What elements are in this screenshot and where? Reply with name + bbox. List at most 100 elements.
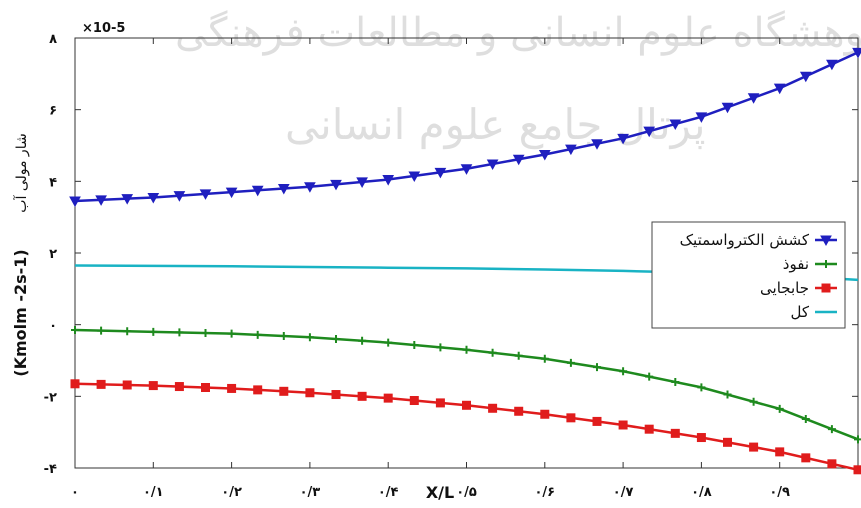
x-tick-label: ۰ <box>71 485 79 500</box>
x-tick-label: ۰/۴ <box>378 485 399 500</box>
data-point <box>514 406 524 416</box>
data-point <box>566 413 576 423</box>
x-tick-label: ۰/۸ <box>691 485 712 500</box>
series-triangle-down <box>69 47 861 208</box>
data-point <box>566 358 575 367</box>
y-axis-label-unit: (Kmolm -2s-1) <box>11 249 30 376</box>
data-point <box>723 390 732 399</box>
data-point <box>822 260 830 268</box>
axis-ticks <box>74 37 858 469</box>
data-point <box>70 379 80 389</box>
data-point <box>821 283 831 293</box>
data-point <box>486 159 499 171</box>
data-point <box>279 386 289 396</box>
data-point <box>618 420 628 430</box>
legend-label: جابجایی <box>760 279 809 297</box>
legend-entry: جابجایی <box>760 279 837 297</box>
series-line <box>74 51 859 203</box>
y-tick-label: ۸ <box>49 32 57 47</box>
data-point <box>279 332 288 341</box>
data-point <box>436 343 445 352</box>
data-point <box>827 425 836 434</box>
data-point <box>512 154 525 166</box>
data-point <box>826 59 838 71</box>
data-point <box>749 442 759 452</box>
data-point <box>95 195 107 206</box>
data-point <box>593 363 601 372</box>
y-axis-multiplier: ×10-5 <box>82 21 125 36</box>
data-point <box>538 149 551 161</box>
data-point <box>434 167 447 179</box>
data-point <box>645 372 654 381</box>
data-point <box>669 119 682 131</box>
data-point <box>408 171 421 182</box>
data-point <box>460 164 473 175</box>
y-axis-label: شار مولی آب (Kmolm -2s-1) <box>11 133 30 376</box>
data-point <box>71 326 79 335</box>
x-tick-label: ۰/۶ <box>534 485 555 500</box>
data-point <box>488 403 498 413</box>
data-point <box>514 351 523 360</box>
data-point <box>277 184 290 195</box>
watermark-line-2: پرتال جامع علوم انسانی <box>285 100 706 149</box>
data-point <box>619 367 628 376</box>
data-point <box>697 383 706 392</box>
data-point <box>591 139 603 150</box>
legend-entry: کشش الکترواسمتیک <box>680 231 837 249</box>
data-point <box>123 327 132 336</box>
data-point <box>854 435 861 444</box>
data-point <box>801 453 811 463</box>
x-tick-label: ۰/۲ <box>221 485 242 500</box>
data-point <box>199 189 212 200</box>
data-point <box>617 133 629 145</box>
data-point <box>820 235 832 247</box>
data-point <box>721 102 734 114</box>
data-point <box>253 330 262 339</box>
data-point <box>409 396 419 406</box>
y-tick-label: ۶ <box>49 104 57 119</box>
data-point <box>643 126 656 138</box>
y-tick-label: -۴ <box>44 462 57 477</box>
x-axis-label: X/L <box>426 483 454 502</box>
data-point <box>304 182 316 193</box>
data-point <box>174 382 184 392</box>
legend-label: نفوذ <box>783 255 809 273</box>
data-point <box>69 196 81 208</box>
data-point <box>773 83 786 95</box>
x-tick-label: ۰/۹ <box>769 485 790 500</box>
data-point <box>201 382 210 392</box>
data-point <box>148 381 158 391</box>
data-point <box>775 447 785 457</box>
data-point <box>147 192 160 204</box>
data-point <box>723 437 732 447</box>
legend-label: کل <box>790 303 809 321</box>
data-point <box>332 335 340 343</box>
data-point <box>853 465 861 475</box>
data-point <box>330 179 342 191</box>
data-point <box>331 390 341 400</box>
data-point <box>305 388 315 398</box>
data-point <box>253 385 263 395</box>
data-point <box>670 428 680 438</box>
legend: کشش الکترواسمتیک نفوذ جابجایی کل <box>651 221 846 329</box>
data-point <box>383 393 393 403</box>
data-point <box>121 194 134 205</box>
data-point <box>565 144 577 156</box>
x-tick-label: ۰/۳ <box>300 485 321 500</box>
y-axis-label-text: شار مولی آب <box>13 133 30 212</box>
data-point <box>775 404 784 413</box>
data-point <box>356 177 368 188</box>
data-point <box>227 383 237 393</box>
watermark-line-1: پژوهشگاه علوم انسانی و مطالعات فرهنگی <box>175 10 861 56</box>
data-point <box>671 378 680 386</box>
y-tick-label: ۴ <box>49 175 57 190</box>
series-square <box>70 379 861 475</box>
series-plus <box>71 326 861 444</box>
x-tick-label: ۰/۵ <box>456 485 477 500</box>
data-point <box>462 400 471 410</box>
data-point <box>305 333 314 342</box>
data-point <box>540 354 549 363</box>
data-point <box>410 340 419 349</box>
x-tick-label: ۰/۱ <box>143 485 164 500</box>
